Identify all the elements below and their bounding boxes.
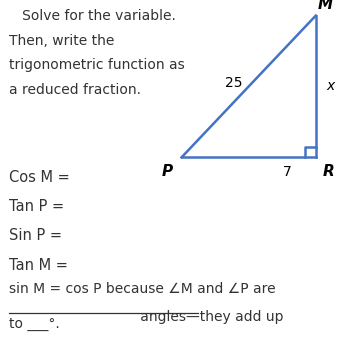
Text: Sin P =: Sin P = [9, 228, 62, 243]
Text: Solve for the variable.: Solve for the variable. [9, 9, 176, 22]
Text: 7: 7 [282, 165, 291, 179]
Text: Tan M =: Tan M = [9, 258, 68, 273]
Text: Tan P =: Tan P = [9, 199, 64, 214]
Text: to ___°.: to ___°. [9, 317, 60, 330]
Text: R: R [322, 164, 334, 179]
Text: Cos M =: Cos M = [9, 170, 70, 184]
Text: Then, write the: Then, write the [9, 34, 114, 47]
Text: 25: 25 [225, 76, 243, 90]
Text: a reduced fraction.: a reduced fraction. [9, 83, 141, 97]
Text: P: P [161, 164, 172, 179]
Text: trigonometric function as: trigonometric function as [9, 58, 185, 72]
Text: sin M = cos P because ∠M and ∠P are: sin M = cos P because ∠M and ∠P are [9, 282, 276, 296]
Text: x: x [327, 80, 335, 93]
Text: M: M [318, 0, 333, 12]
Text: angles—they add up: angles—they add up [9, 310, 284, 324]
